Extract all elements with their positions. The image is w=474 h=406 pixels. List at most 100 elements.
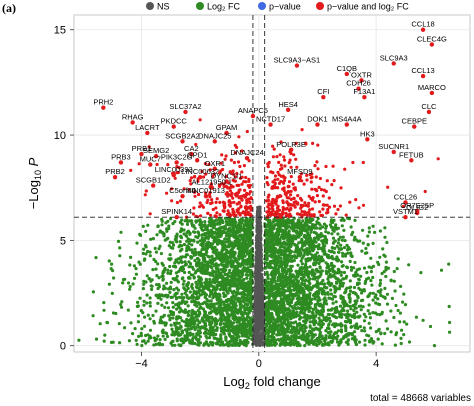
point-log2fc <box>312 258 316 262</box>
point-log2fc <box>276 275 280 280</box>
point-log2fc <box>142 299 146 303</box>
point-log2fc <box>135 241 139 245</box>
point-log2fc <box>118 254 122 258</box>
point-log2fc <box>107 282 111 286</box>
point-log2fc <box>189 327 193 331</box>
point-log2fc <box>376 260 380 264</box>
point-log2fc <box>280 315 284 320</box>
point-log2fc <box>201 318 205 322</box>
point-log2fc <box>179 235 183 239</box>
point-log2fc <box>363 329 367 333</box>
point-log2fc <box>201 242 205 246</box>
point-log2fc <box>243 289 247 293</box>
point-log2fc <box>336 329 340 333</box>
point-log2fc <box>242 321 247 325</box>
point-log2fc <box>159 252 163 256</box>
point-log2fc <box>350 315 354 319</box>
point-log2fc <box>168 253 172 257</box>
point-log2fc <box>134 272 138 276</box>
point-log2fc <box>221 220 225 225</box>
point-log2fc <box>209 230 213 234</box>
point-log2fc <box>348 318 353 323</box>
point-log2fc <box>185 293 189 298</box>
point-log2fc <box>308 265 312 269</box>
point-log2fc <box>300 256 304 260</box>
point-log2fc <box>160 261 164 265</box>
point-log2fc <box>239 340 243 344</box>
point-log2fc <box>385 327 390 331</box>
point-log2fc <box>353 299 357 303</box>
point-log2fc <box>309 230 313 234</box>
point-log2fc <box>94 337 99 341</box>
point-log2fc <box>284 234 288 238</box>
point-log2fc <box>219 313 223 317</box>
point-log2fc <box>178 240 182 244</box>
point-log2fc <box>297 235 301 239</box>
point-log2fc <box>147 276 151 281</box>
point-log2fc <box>385 240 389 245</box>
point-log2fc <box>169 312 173 316</box>
point-log2fc <box>288 270 292 274</box>
point-log2fc <box>233 276 237 280</box>
point-log2fc <box>231 338 235 342</box>
point-log2fc <box>273 256 278 260</box>
point-log2fc <box>379 331 383 335</box>
point-log2fc <box>174 259 178 264</box>
point-log2fc <box>131 282 135 286</box>
point-log2fc <box>303 284 307 288</box>
point-log2fc <box>91 314 95 318</box>
point-log2fc <box>198 265 202 270</box>
point-log2fc <box>148 317 152 321</box>
point-log2fc <box>134 338 138 342</box>
point-log2fc <box>246 313 250 317</box>
point-log2fc <box>285 259 290 263</box>
point-log2fc <box>203 312 207 316</box>
point-log2fc <box>169 310 173 314</box>
point-log2fc <box>212 309 216 313</box>
point-log2fc <box>119 305 124 309</box>
point-log2fc <box>269 248 273 252</box>
point-log2fc <box>384 265 388 269</box>
point-log2fc <box>138 262 142 266</box>
point-log2fc <box>337 250 341 254</box>
point-log2fc <box>315 226 319 230</box>
point-log2fc <box>304 271 308 275</box>
point-log2fc <box>208 277 212 281</box>
point-log2fc <box>402 333 406 337</box>
point-log2fc <box>273 322 277 326</box>
point-log2fc <box>189 273 193 277</box>
point-log2fc <box>287 278 291 282</box>
point-log2fc <box>357 315 361 319</box>
point-log2fc <box>154 259 158 264</box>
point-log2fc <box>191 340 195 344</box>
point-log2fc <box>160 303 164 307</box>
point-log2fc <box>320 225 325 229</box>
point-log2fc <box>158 319 163 323</box>
point-log2fc <box>225 221 229 225</box>
point-log2fc <box>307 301 311 305</box>
point-log2fc <box>225 263 229 267</box>
point-log2fc <box>279 274 283 279</box>
point-log2fc <box>331 264 335 268</box>
point-log2fc <box>270 270 274 274</box>
point-log2fc <box>402 320 406 324</box>
point-log2fc <box>286 217 290 221</box>
point-log2fc <box>343 291 347 295</box>
point-log2fc <box>221 306 225 310</box>
point-log2fc <box>186 286 190 291</box>
point-log2fc <box>331 301 335 305</box>
point-log2fc <box>303 344 307 348</box>
point-log2fc <box>140 343 144 348</box>
point-log2fc <box>212 279 216 283</box>
point-log2fc <box>322 285 327 289</box>
point-log2fc <box>112 276 116 280</box>
point-log2fc <box>213 270 218 274</box>
point-log2fc <box>362 319 367 323</box>
point-log2fc <box>312 315 316 319</box>
point-log2fc <box>318 226 322 231</box>
point-log2fc <box>349 251 353 255</box>
point-log2fc <box>189 219 193 223</box>
point-log2fc <box>156 224 160 228</box>
point-log2fc <box>234 304 238 308</box>
point-log2fc <box>289 249 293 254</box>
